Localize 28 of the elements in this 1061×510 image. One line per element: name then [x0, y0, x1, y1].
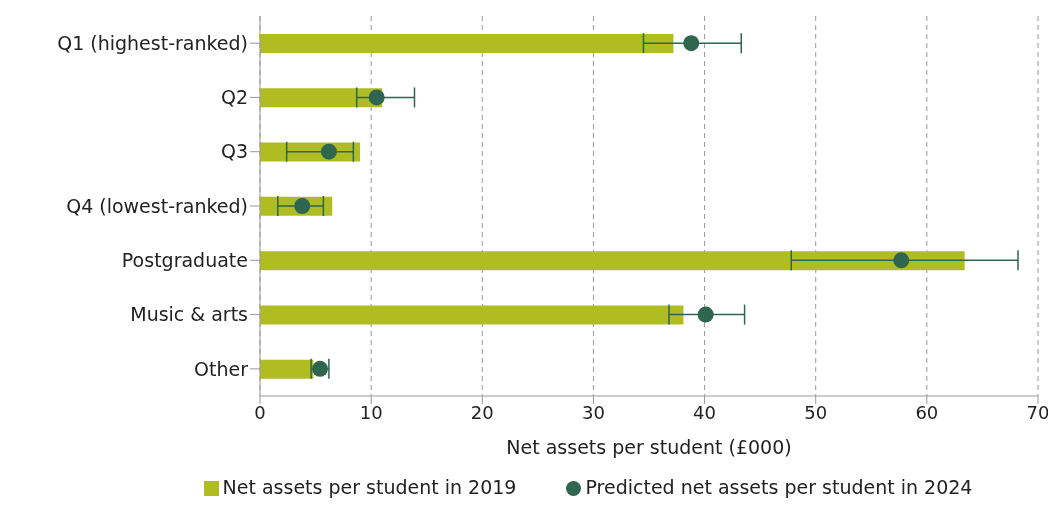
y-tick-label: Q3	[220, 140, 248, 163]
x-tick-label: 10	[359, 401, 383, 423]
legend-label: Net assets per student in 2019	[222, 476, 517, 498]
bar	[260, 305, 684, 325]
y-tick-label: Music & arts	[130, 303, 248, 326]
y-tick-label: Q1 (highest-ranked)	[57, 31, 248, 54]
point	[294, 198, 311, 214]
x-tick-label: 20	[470, 401, 494, 423]
legend-label: Predicted net assets per student in 2024	[585, 476, 973, 498]
bar	[260, 34, 674, 53]
point	[893, 252, 910, 269]
x-tick-label: 60	[915, 401, 939, 423]
x-tick-label: 30	[581, 401, 605, 423]
bar	[260, 251, 965, 271]
y-tick-label: Other	[194, 357, 249, 380]
x-tick-label: 40	[693, 401, 717, 423]
bar	[260, 359, 314, 379]
x-tick-label: 50	[804, 401, 828, 423]
y-tick-label: Postgraduate	[121, 249, 248, 272]
y-tick-label: Q2	[220, 86, 248, 109]
point	[697, 306, 714, 323]
y-tick-label: Q4 (lowest-ranked)	[66, 194, 248, 217]
x-tick-label: 70	[1026, 401, 1050, 423]
point	[683, 35, 700, 52]
point	[368, 89, 385, 106]
x-axis-title: Net assets per student (£000)	[506, 436, 792, 458]
point	[320, 143, 337, 160]
x-tick-label: 0	[254, 401, 266, 423]
